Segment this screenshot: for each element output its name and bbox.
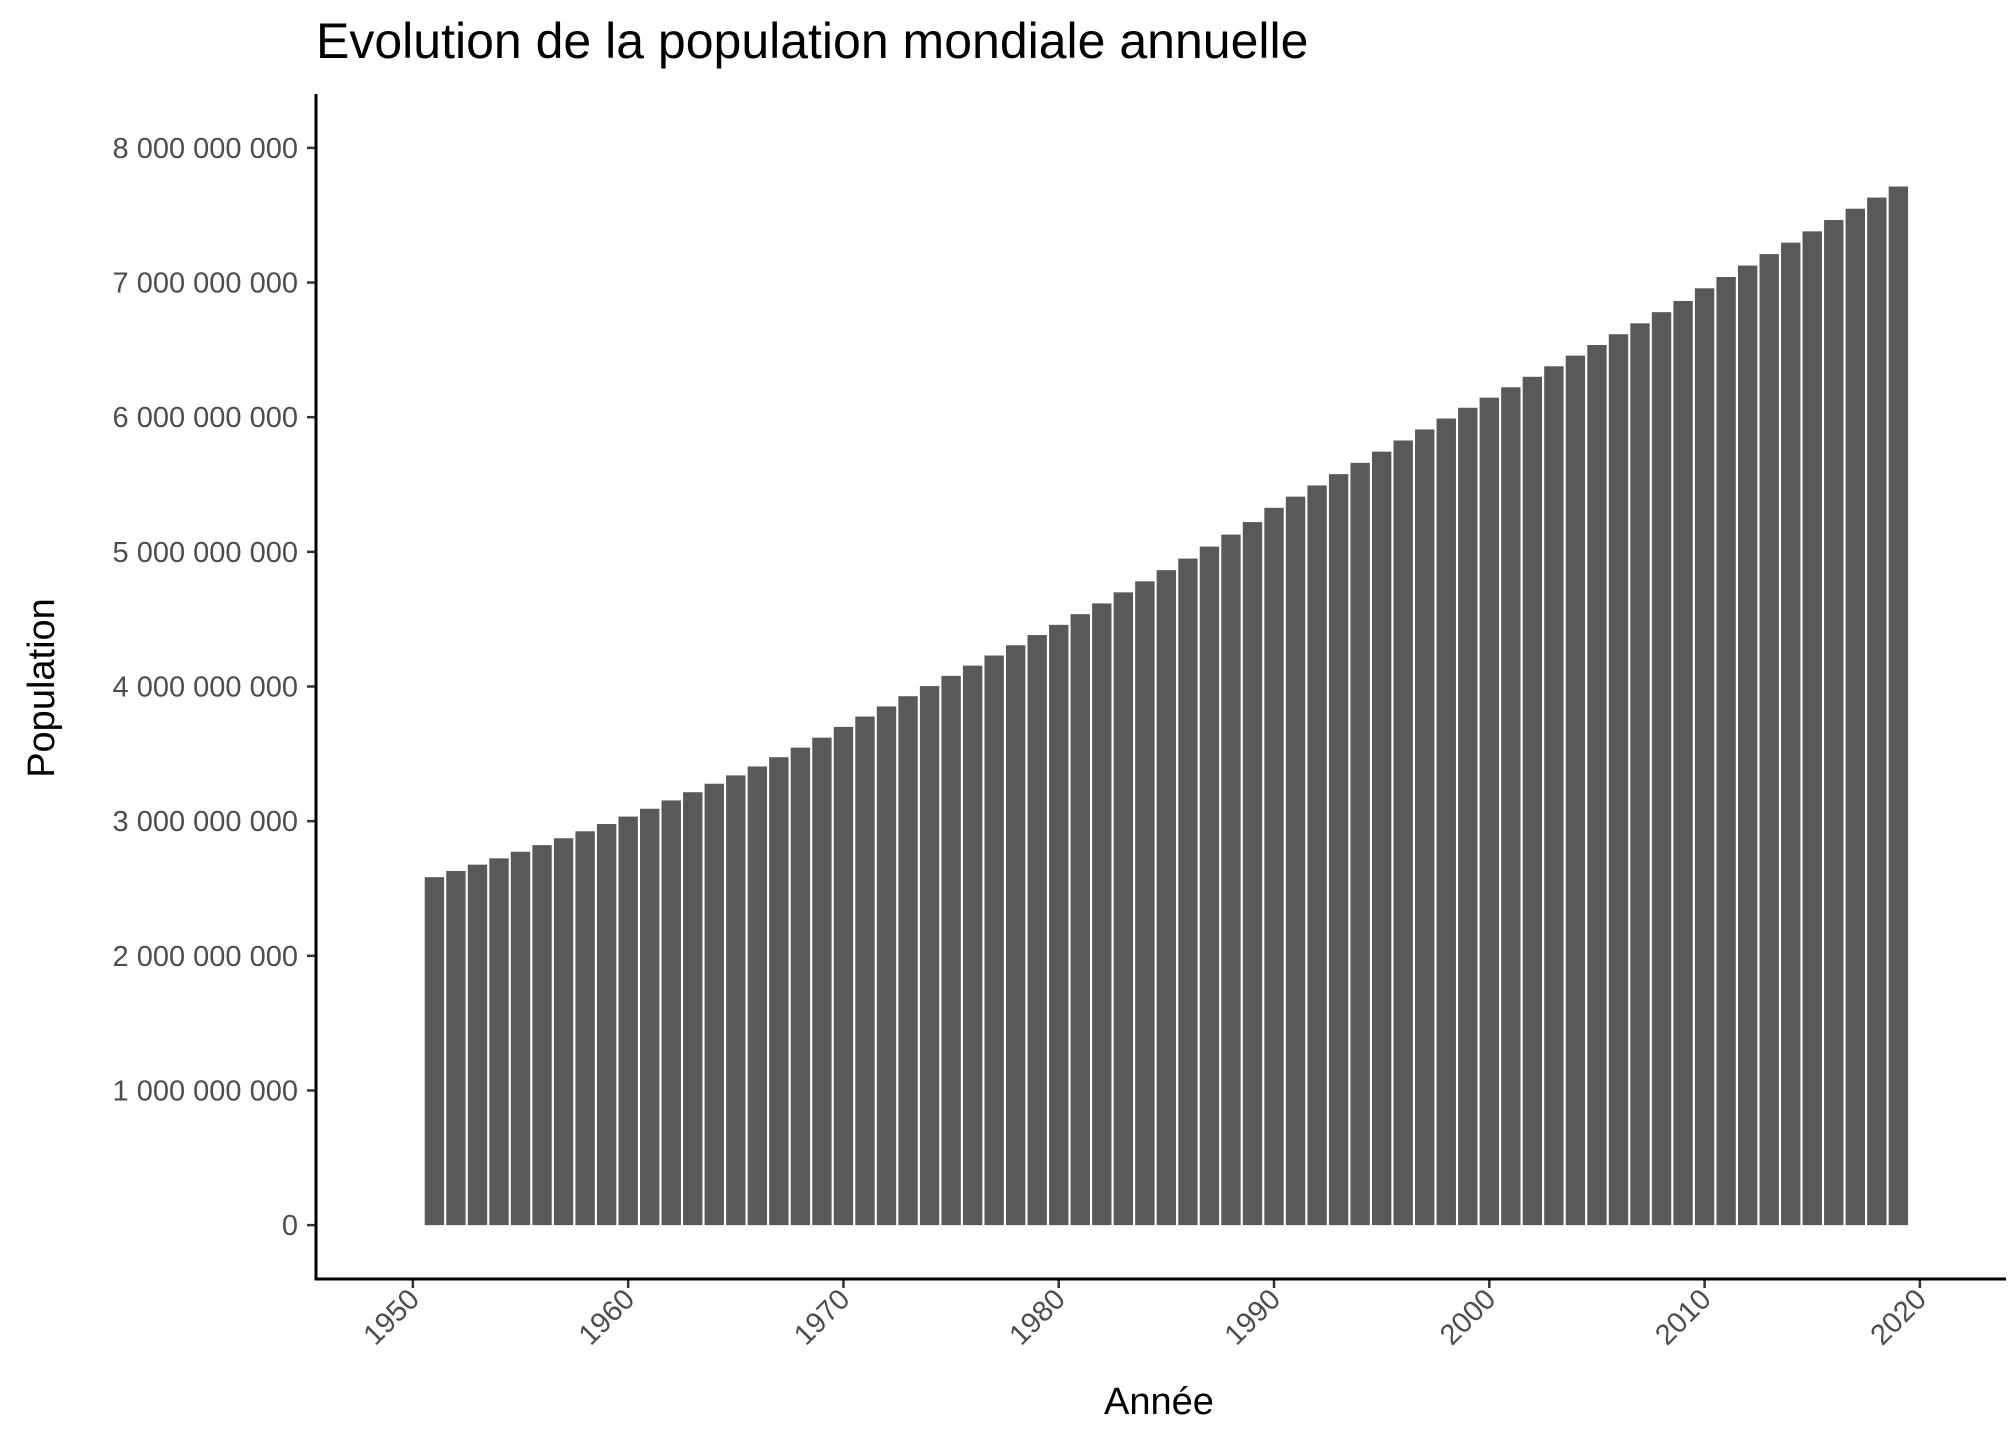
bar-1953 (467, 864, 488, 1226)
bar-1965 (726, 775, 746, 1226)
bar-1968 (790, 747, 811, 1226)
bar-1969 (812, 737, 832, 1226)
bar-1974 (919, 686, 940, 1226)
bar-1972 (876, 706, 897, 1226)
bar-1975 (941, 675, 961, 1226)
bar-1986 (1178, 558, 1198, 1226)
bar-2001 (1501, 387, 1521, 1226)
bar-1980 (1049, 624, 1069, 1226)
bar-2000 (1479, 397, 1499, 1226)
bar-1993 (1328, 474, 1349, 1226)
x-tick-label: 2020 (1865, 1283, 1933, 1351)
bar-1962 (661, 800, 681, 1226)
bar-2016 (1824, 220, 1844, 1226)
bar-1971 (855, 716, 875, 1226)
y-tick-label: 4 000 000 000 (113, 672, 298, 704)
bar-1984 (1135, 581, 1155, 1226)
bar-1955 (510, 851, 531, 1226)
bar-1997 (1415, 429, 1435, 1226)
bar-1952 (446, 870, 466, 1226)
bar-2007 (1630, 323, 1650, 1226)
y-tick-label: 0 (282, 1210, 298, 1242)
bar-1956 (532, 845, 552, 1226)
bar-1995 (1371, 451, 1392, 1226)
bar-1970 (833, 726, 854, 1226)
y-tick-label: 6 000 000 000 (113, 402, 298, 434)
bar-1999 (1458, 407, 1478, 1226)
bar-2005 (1587, 345, 1607, 1226)
bar-2011 (1716, 277, 1736, 1226)
y-tick-label: 7 000 000 000 (113, 268, 298, 300)
bar-1989 (1242, 522, 1263, 1226)
bar-1964 (704, 783, 724, 1226)
x-tick-label: 1990 (1219, 1283, 1287, 1351)
bar-2012 (1737, 265, 1758, 1226)
bar-2018 (1867, 197, 1887, 1226)
bar-1977 (984, 655, 1004, 1226)
bar-1991 (1285, 496, 1306, 1226)
bar-1981 (1070, 614, 1090, 1226)
x-tick-label: 1950 (358, 1283, 426, 1351)
y-tick-label: 1 000 000 000 (113, 1075, 298, 1107)
chart-title: Evolution de la population mondiale annu… (316, 13, 1308, 69)
bar-1994 (1350, 462, 1370, 1226)
bar-1961 (640, 808, 660, 1226)
bar-2006 (1608, 334, 1629, 1226)
bar-2015 (1802, 231, 1822, 1226)
x-axis-title: Année (1104, 1381, 1214, 1423)
x-tick-label: 1980 (1003, 1283, 1071, 1351)
bar-2008 (1651, 312, 1672, 1226)
y-tick-label: 3 000 000 000 (113, 806, 298, 838)
bar-1954 (489, 858, 509, 1226)
bar-2013 (1759, 254, 1779, 1226)
bar-2009 (1673, 300, 1693, 1226)
y-tick-label: 5 000 000 000 (113, 537, 298, 569)
bar-1958 (575, 831, 595, 1226)
x-tick-label: 1960 (573, 1283, 641, 1351)
bar-1985 (1156, 570, 1177, 1226)
y-axis-ticks: 0 1 000 000 000 2 000 000 000 3 000 000 000… (113, 133, 316, 1242)
bar-1957 (553, 838, 574, 1226)
x-tick-label: 2010 (1649, 1283, 1717, 1351)
bars-group (424, 186, 1909, 1226)
x-tick-label: 1970 (788, 1283, 856, 1351)
bar-1988 (1221, 534, 1241, 1226)
bar-1990 (1264, 507, 1284, 1226)
bar-1973 (898, 696, 918, 1226)
x-axis-ticks: 1950 1960 1970 1980 1990 2000 2010 2020 (358, 1279, 1933, 1352)
bar-1966 (747, 766, 768, 1226)
x-tick-label: 2000 (1434, 1283, 1502, 1351)
bar-1996 (1393, 440, 1413, 1226)
bar-1960 (618, 816, 638, 1226)
bar-1983 (1113, 592, 1134, 1226)
bar-2004 (1565, 355, 1586, 1226)
y-tick-label: 8 000 000 000 (113, 133, 298, 165)
bar-1987 (1199, 546, 1220, 1226)
bar-2002 (1522, 376, 1543, 1226)
bar-1976 (962, 665, 983, 1226)
bar-1982 (1092, 603, 1112, 1226)
bar-2010 (1694, 288, 1715, 1226)
bar-2003 (1544, 366, 1564, 1226)
bar-2019 (1888, 186, 1909, 1226)
bar-1978 (1005, 645, 1026, 1226)
bar-1979 (1027, 635, 1047, 1226)
bar-2017 (1845, 208, 1865, 1226)
y-tick-label: 2 000 000 000 (113, 941, 298, 973)
bar-1967 (769, 757, 789, 1226)
bar-1959 (596, 823, 617, 1226)
y-axis-title: Population (21, 598, 63, 778)
bar-1998 (1436, 418, 1456, 1226)
bar-1951 (424, 877, 445, 1226)
bar-1963 (683, 792, 703, 1226)
bar-1992 (1307, 485, 1327, 1226)
bar-2014 (1781, 242, 1801, 1226)
